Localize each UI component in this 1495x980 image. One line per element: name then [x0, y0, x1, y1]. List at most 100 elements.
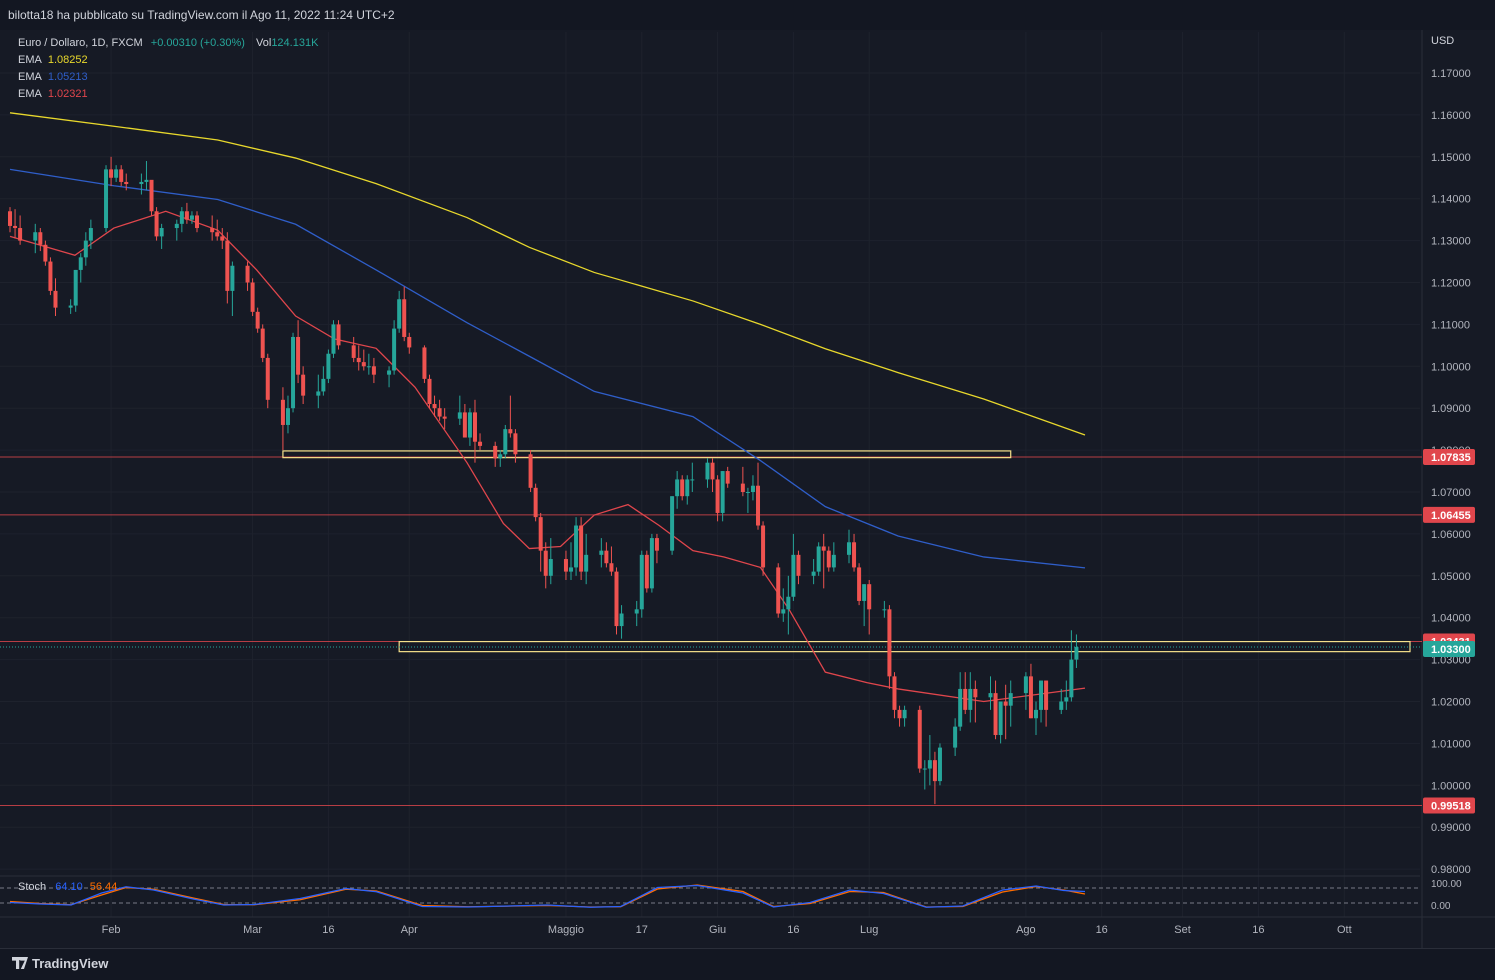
candle-body [533, 487, 538, 518]
ema-short-line [9, 210, 1086, 703]
footer: TradingView [0, 948, 1495, 980]
candle-body [846, 542, 851, 555]
candle-body [220, 236, 225, 241]
candle-body [114, 169, 119, 178]
candle-body [361, 362, 366, 367]
tradingview-logo[interactable]: TradingView [12, 956, 108, 971]
time-tick-label: Ott [1337, 924, 1352, 936]
symbol-row[interactable]: Euro / Dollaro, 1D, FXCM +0.00310 (+0.30… [18, 35, 318, 52]
candle-body [139, 181, 144, 185]
ema-mid-value: 1.05213 [47, 71, 88, 83]
candle-body [78, 257, 83, 270]
price-tick-label: 1.15000 [1431, 152, 1471, 164]
current-price-tag-label: 1.03300 [1431, 644, 1471, 656]
candle-body [1044, 680, 1049, 710]
candle-body [1069, 659, 1074, 698]
candle-body [427, 378, 432, 405]
ema-long-row[interactable]: EMA 1.08252 [18, 52, 318, 69]
candle-body [392, 328, 397, 371]
candle-body [119, 169, 124, 182]
candle-body [988, 693, 993, 698]
candle-body [644, 554, 649, 589]
candle-body [634, 609, 639, 614]
candle-body [922, 768, 927, 770]
price-tick-label: 1.06000 [1431, 529, 1471, 541]
candle-body [761, 525, 766, 568]
stoch-d-value: 56.44 [89, 881, 118, 893]
time-tick-label: Mar [243, 924, 262, 936]
candle-body [189, 215, 194, 220]
candle-body [316, 391, 321, 396]
candle-body [467, 412, 472, 438]
vol-value: 124.131K [271, 37, 319, 49]
candle-body [250, 282, 255, 312]
candle-body [852, 542, 857, 568]
candle-body [493, 445, 498, 459]
candle-body [109, 169, 114, 178]
level-tag [1423, 449, 1475, 466]
candle-body [963, 688, 968, 710]
candle-body [599, 550, 604, 555]
ema-mid-line [9, 168, 1086, 569]
candle-body [715, 479, 720, 513]
candle-body [43, 244, 48, 262]
candle-body [710, 462, 715, 480]
candle-body [285, 408, 290, 425]
candle-body [387, 370, 392, 375]
candle-body [331, 324, 336, 354]
price-tick-label: 1.11000 [1431, 319, 1470, 331]
current-price-tag [1423, 641, 1475, 658]
candle-body [887, 609, 892, 677]
level-tag [1423, 506, 1475, 523]
candle-body [932, 760, 937, 782]
candle-body [397, 299, 402, 329]
candle-body [104, 169, 109, 229]
candle-body [73, 269, 78, 306]
candle-body [1003, 701, 1008, 706]
candle-body [179, 211, 184, 224]
candle-body [927, 760, 932, 769]
ema-short-row[interactable]: EMA 1.02321 [18, 86, 318, 103]
time-tick-label: 17 [636, 924, 648, 936]
candle-body [958, 688, 963, 727]
candle-body [756, 485, 761, 526]
ema-short-label: EMA [18, 88, 42, 100]
price-tick-label: 1.04000 [1431, 613, 1471, 625]
candle-body [862, 584, 867, 601]
candle-body [13, 225, 18, 229]
time-tick-label: Apr [401, 924, 418, 936]
ema-long-value: 1.08252 [47, 54, 88, 66]
candle-body [791, 554, 796, 597]
candle-body [422, 347, 427, 379]
candle-body [88, 228, 93, 241]
candle-body [857, 567, 862, 601]
time-tick-label: 16 [787, 924, 799, 936]
candle-body [407, 336, 412, 348]
brand-name: TradingView [32, 956, 109, 971]
candle-body [442, 416, 447, 419]
candle-body [821, 546, 826, 551]
support-resistance-zone [282, 450, 1012, 459]
candle-body [937, 747, 942, 782]
candle-body [882, 609, 887, 611]
candle-body [609, 563, 614, 572]
price-tick-label: 1.07000 [1431, 487, 1471, 499]
stoch-tick-label: 100.00 [1431, 879, 1462, 890]
change-value: +0.00310 (+0.30%) [150, 37, 245, 49]
stoch-legend[interactable]: Stoch 64.10 56.44 [18, 881, 117, 893]
candle-body [174, 223, 179, 229]
candle-body [513, 433, 518, 455]
candle-body [159, 228, 164, 237]
candle-body [786, 596, 791, 610]
candle-body [953, 726, 958, 748]
candle-body [1039, 680, 1044, 710]
candle-body [280, 399, 285, 425]
candle-body [326, 353, 331, 379]
candle-body [579, 525, 584, 572]
ema-mid-row[interactable]: EMA 1.05213 [18, 69, 318, 86]
candle-body [371, 366, 376, 375]
candle-body [402, 299, 407, 337]
candle-body [569, 567, 574, 572]
candle-body [917, 709, 922, 769]
